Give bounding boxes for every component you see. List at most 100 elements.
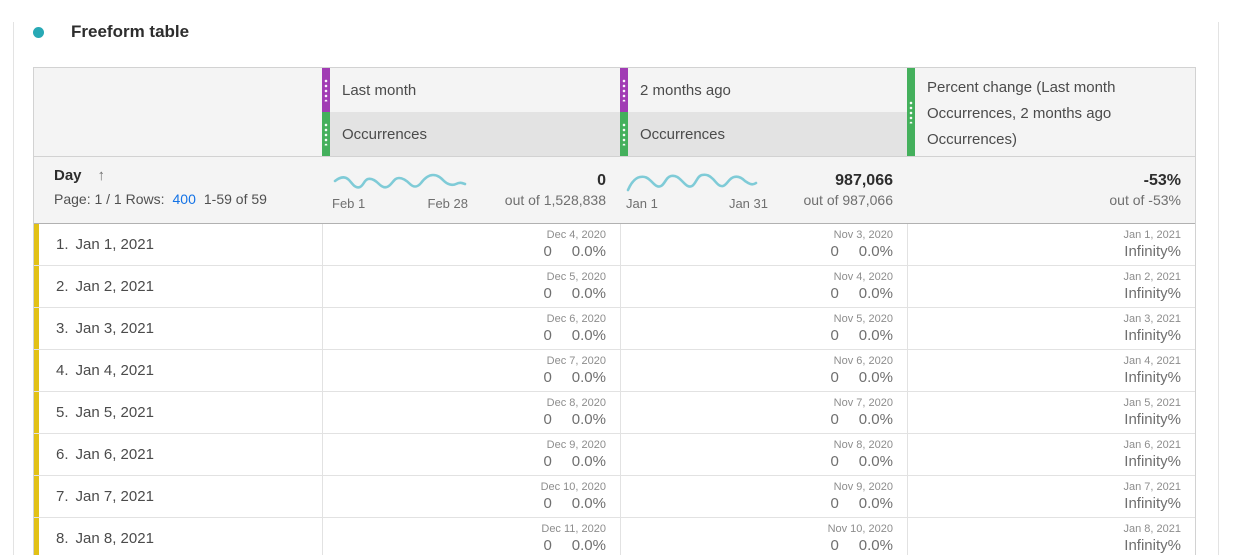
totals-row: Day ↑ Page: 1 / 1 Rows: 400 1-59 of 59 F… [34,157,1195,224]
panel-left-border [13,22,14,555]
cell-value: 0 [543,368,552,386]
cell-percent: 0.0% [858,452,893,470]
cell-percent: 0.0% [571,410,606,428]
freeform-table: Last month Occurrences 2 months ago Occu… [33,67,1196,555]
cell-date: Nov 6, 2020 [833,354,893,367]
cell-date: Dec 5, 2020 [546,270,606,283]
cell-percent-change[interactable]: Jan 3, 2021 Infinity% [907,308,1195,349]
total-value: 987,066 [835,171,893,189]
column-metric-label: Percent change (Last month Occurrences, … [927,79,1116,148]
row-label: Jan 8, 2021 [75,530,154,547]
column-header-last-month[interactable]: Last month [322,68,620,112]
row-label: Jan 2, 2021 [75,278,154,295]
cell-percent-change[interactable]: Jan 2, 2021 Infinity% [907,266,1195,307]
drag-handle-icon[interactable] [322,68,330,112]
row-label: Jan 5, 2021 [75,404,154,421]
cell-percent-change[interactable]: Jan 7, 2021 Infinity% [907,476,1195,517]
row-label: Jan 1, 2021 [75,236,154,253]
column-metric-label: Occurrences [342,125,428,143]
cell-value: 0 [830,536,839,554]
sort-ascending-icon[interactable]: ↑ [97,167,106,184]
cell-value: 0 [543,284,552,302]
cell-last-month[interactable]: Dec 5, 2020 0 0.0% [322,266,620,307]
cell-percent-change[interactable]: Jan 4, 2021 Infinity% [907,350,1195,391]
cell-last-month[interactable]: Dec 7, 2020 0 0.0% [322,350,620,391]
cell-value: Infinity% [1124,536,1181,554]
cell-percent-change[interactable]: Jan 6, 2021 Infinity% [907,434,1195,475]
cell-2-months-ago[interactable]: Nov 4, 2020 0 0.0% [620,266,907,307]
cell-value: Infinity% [1124,410,1181,428]
row-accent-bar [34,350,39,391]
cell-value: 0 [543,410,552,428]
cell-value: 0 [543,494,552,512]
row-label-cell[interactable]: 5. Jan 5, 2021 [34,392,322,433]
row-label-cell[interactable]: 2. Jan 2, 2021 [34,266,322,307]
row-label-cell[interactable]: 3. Jan 3, 2021 [34,308,322,349]
column-header-occurrences-2[interactable]: Occurrences [620,112,907,156]
row-accent-bar [34,434,39,475]
cell-2-months-ago[interactable]: Nov 5, 2020 0 0.0% [620,308,907,349]
cell-percent-change[interactable]: Jan 8, 2021 Infinity% [907,518,1195,555]
cell-percent: 0.0% [858,284,893,302]
row-accent-bar [34,308,39,349]
cell-last-month[interactable]: Dec 9, 2020 0 0.0% [322,434,620,475]
cell-percent: 0.0% [571,326,606,344]
cell-date: Dec 11, 2020 [541,522,606,535]
table-header: Last month Occurrences 2 months ago Occu… [34,68,1195,157]
total-cell-percent-change[interactable]: -53% out of -53% [907,157,1195,223]
cell-2-months-ago[interactable]: Nov 3, 2020 0 0.0% [620,224,907,265]
cell-date: Jan 7, 2021 [1123,480,1182,493]
cell-percent: 0.0% [858,494,893,512]
total-out-of: out of 1,528,838 [504,191,606,208]
cell-value: Infinity% [1124,368,1181,386]
drag-handle-icon[interactable] [322,112,330,156]
drag-dot-icon[interactable] [33,26,44,38]
cell-last-month[interactable]: Dec 4, 2020 0 0.0% [322,224,620,265]
cell-2-months-ago[interactable]: Nov 10, 2020 0 0.0% [620,518,907,555]
column-header-2-months-ago[interactable]: 2 months ago [620,68,907,112]
cell-last-month[interactable]: Dec 6, 2020 0 0.0% [322,308,620,349]
sparkline [626,173,758,192]
cell-date: Nov 3, 2020 [833,228,893,241]
row-index: 5. [56,404,69,421]
cell-2-months-ago[interactable]: Nov 9, 2020 0 0.0% [620,476,907,517]
rows-per-page-link[interactable]: 400 [172,191,196,207]
cell-last-month[interactable]: Dec 8, 2020 0 0.0% [322,392,620,433]
cell-last-month[interactable]: Dec 11, 2020 0 0.0% [322,518,620,555]
row-accent-bar [34,392,39,433]
cell-percent-change[interactable]: Jan 5, 2021 Infinity% [907,392,1195,433]
drag-handle-icon[interactable] [620,68,628,112]
row-label-cell[interactable]: 4. Jan 4, 2021 [34,350,322,391]
row-label-cell[interactable]: 6. Jan 6, 2021 [34,434,322,475]
row-label-cell[interactable]: 8. Jan 8, 2021 [34,518,322,555]
drag-handle-icon[interactable] [907,68,915,156]
column-header-occurrences-1[interactable]: Occurrences [322,112,620,156]
cell-2-months-ago[interactable]: Nov 8, 2020 0 0.0% [620,434,907,475]
total-cell-last-month[interactable]: Feb 1 Feb 28 0 out of 1,528,838 [322,157,620,223]
column-metric-label: Occurrences [640,125,726,143]
header-corner-cell [34,68,322,156]
column-header-percent-change[interactable]: Percent change (Last month Occurrences, … [907,68,1195,156]
cell-date: Jan 4, 2021 [1123,354,1182,367]
row-label-cell[interactable]: 1. Jan 1, 2021 [34,224,322,265]
cell-date: Jan 3, 2021 [1123,312,1182,325]
table-row: 3. Jan 3, 2021 Dec 6, 2020 0 0.0% Nov 5,… [34,308,1195,350]
day-header-cell[interactable]: Day ↑ Page: 1 / 1 Rows: 400 1-59 of 59 [34,157,322,223]
row-index: 8. [56,530,69,547]
total-value: 0 [597,171,606,189]
total-cell-2-months-ago[interactable]: Jan 1 Jan 31 987,066 out of 987,066 [620,157,907,223]
row-index: 1. [56,236,69,253]
sparkline-block: Jan 1 Jan 31 [626,169,768,211]
drag-handle-icon[interactable] [620,112,628,156]
row-label-cell[interactable]: 7. Jan 7, 2021 [34,476,322,517]
cell-date: Nov 7, 2020 [833,396,893,409]
cell-value: 0 [830,494,839,512]
cell-2-months-ago[interactable]: Nov 7, 2020 0 0.0% [620,392,907,433]
row-index: 2. [56,278,69,295]
cell-percent-change[interactable]: Jan 1, 2021 Infinity% [907,224,1195,265]
cell-date: Dec 8, 2020 [546,396,606,409]
cell-percent: 0.0% [571,494,606,512]
row-accent-bar [34,266,39,307]
cell-last-month[interactable]: Dec 10, 2020 0 0.0% [322,476,620,517]
cell-2-months-ago[interactable]: Nov 6, 2020 0 0.0% [620,350,907,391]
